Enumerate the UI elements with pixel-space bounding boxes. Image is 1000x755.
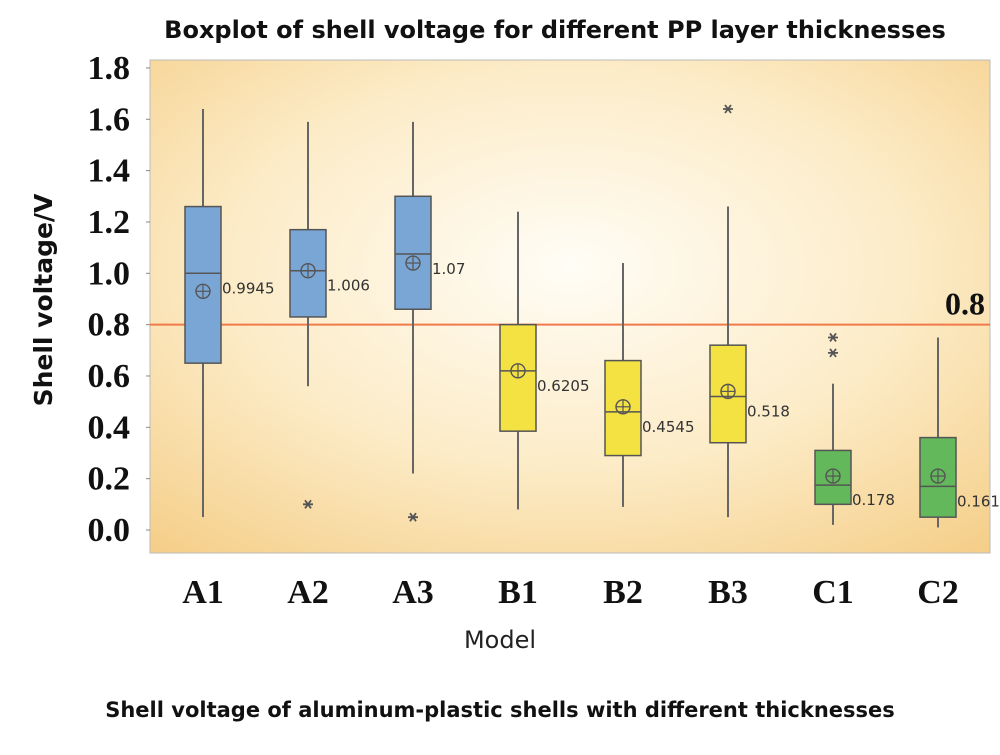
y-tick-label: 0.6 — [88, 358, 131, 395]
outlier-point — [408, 512, 418, 522]
y-tick-label: 0.8 — [88, 307, 131, 344]
box-B1: 0.6205 — [499, 211, 590, 510]
box-C2: 0.161 — [919, 337, 1000, 528]
median-value-label: 0.9945 — [222, 279, 275, 297]
figure-caption: Shell voltage of aluminum-plastic shells… — [105, 698, 895, 722]
x-tick-label: B2 — [603, 574, 643, 611]
median-value-label: 1.006 — [327, 277, 370, 295]
y-tick-label: 1.0 — [88, 255, 131, 292]
y-tick-label: 1.8 — [88, 50, 131, 87]
y-axis-label: Shell voltage/V — [29, 193, 58, 406]
x-tick-label: B1 — [498, 574, 538, 611]
outlier-point — [303, 499, 313, 509]
outlier-point — [723, 104, 733, 114]
box-C1: 0.178 — [814, 332, 895, 525]
median-value-label: 0.161 — [957, 492, 1000, 510]
chart-title: Boxplot of shell voltage for different P… — [164, 16, 946, 44]
median-value-label: 0.6205 — [537, 377, 590, 395]
plot-area — [149, 59, 991, 554]
y-tick-label: 1.2 — [88, 204, 131, 241]
box — [394, 195, 432, 310]
box-A1: 0.9945 — [184, 109, 275, 518]
y-tick-label: 1.6 — [88, 101, 131, 138]
y-tick-label: 1.4 — [88, 153, 131, 190]
x-axis-label: Model — [464, 626, 536, 654]
x-tick-label: B3 — [708, 574, 748, 611]
y-tick-label: 0.4 — [88, 409, 131, 446]
median-value-label: 0.178 — [852, 491, 895, 509]
x-tick-label: A2 — [287, 574, 329, 611]
x-tick-label: A3 — [392, 574, 434, 611]
box-B2: 0.4545 — [604, 263, 695, 507]
box-A2: 1.006 — [289, 121, 370, 509]
outlier-point — [828, 332, 838, 343]
outlier-point — [828, 348, 838, 358]
reference-line-label: 0.8 — [945, 286, 985, 322]
median-value-label: 1.07 — [432, 260, 465, 278]
median-value-label: 0.518 — [747, 403, 790, 421]
y-tick-label: 0.2 — [88, 461, 131, 498]
x-tick-label: C2 — [917, 574, 959, 611]
y-tick-label: 0.0 — [88, 512, 131, 549]
box-A3: 1.07 — [394, 121, 465, 522]
x-tick-label: A1 — [182, 574, 224, 611]
x-tick-label: C1 — [812, 574, 854, 611]
median-value-label: 0.4545 — [642, 418, 695, 436]
box-B3: 0.518 — [709, 104, 790, 518]
